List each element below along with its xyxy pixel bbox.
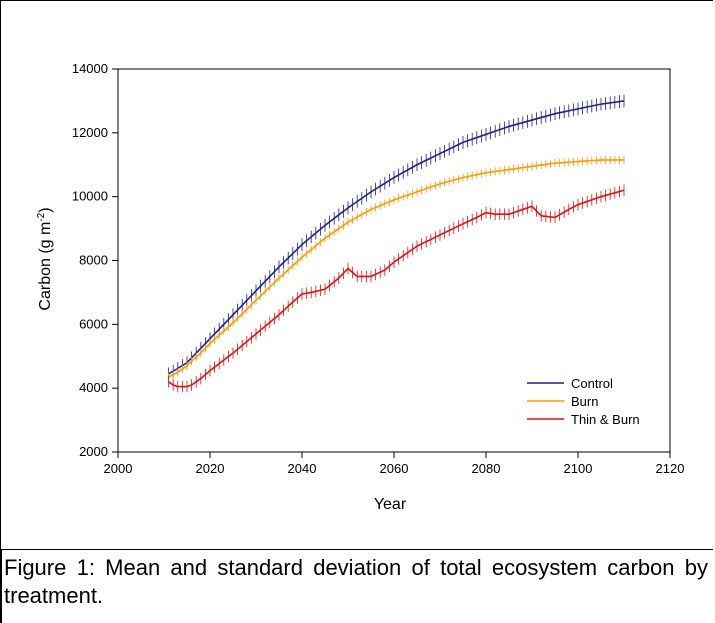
y-tick-label: 6000 <box>79 316 108 331</box>
series-line <box>169 190 624 386</box>
y-tick-label: 4000 <box>79 380 108 395</box>
series-control <box>169 95 624 381</box>
series-thin-burn <box>169 185 624 393</box>
y-axis-label-main: Carbon (g m <box>37 222 54 311</box>
x-axis-label: Year <box>374 496 407 513</box>
x-tick-label: 2000 <box>104 461 133 476</box>
figure-frame: 2000 2020 2040 2060 2080 2100 2120 2000 4000 6000… <box>0 0 713 550</box>
legend-label: Thin & Burn <box>571 412 640 427</box>
series-line <box>169 101 624 374</box>
legend-label: Control <box>571 376 613 391</box>
y-tick-label: 10000 <box>72 189 108 204</box>
x-tick-label: 2120 <box>656 461 685 476</box>
line-chart: 2000 2020 2040 2060 2080 2100 2120 2000 4000 6000… <box>1 1 714 549</box>
series-burn <box>169 156 624 381</box>
y-tick-label: 8000 <box>79 253 108 268</box>
x-tick-label: 2040 <box>288 461 317 476</box>
series-line <box>169 160 624 377</box>
x-tick-label: 2060 <box>380 461 409 476</box>
x-tick-label: 2100 <box>564 461 593 476</box>
legend: Control Burn Thin & Burn <box>527 376 640 427</box>
x-tick-label: 2080 <box>472 461 501 476</box>
y-axis-label: Carbon (g m-2) <box>36 207 54 310</box>
series-layer <box>169 95 624 393</box>
y-axis-label-end: ) <box>37 207 54 212</box>
y-tick-label: 2000 <box>79 444 108 459</box>
caption-left-rule <box>0 550 2 623</box>
y-tick-label: 12000 <box>72 125 108 140</box>
y-tick-label: 14000 <box>72 61 108 76</box>
x-tick-label: 2020 <box>196 461 225 476</box>
legend-label: Burn <box>571 394 598 409</box>
figure-caption: Figure 1: Mean and standard deviation of… <box>4 554 708 610</box>
